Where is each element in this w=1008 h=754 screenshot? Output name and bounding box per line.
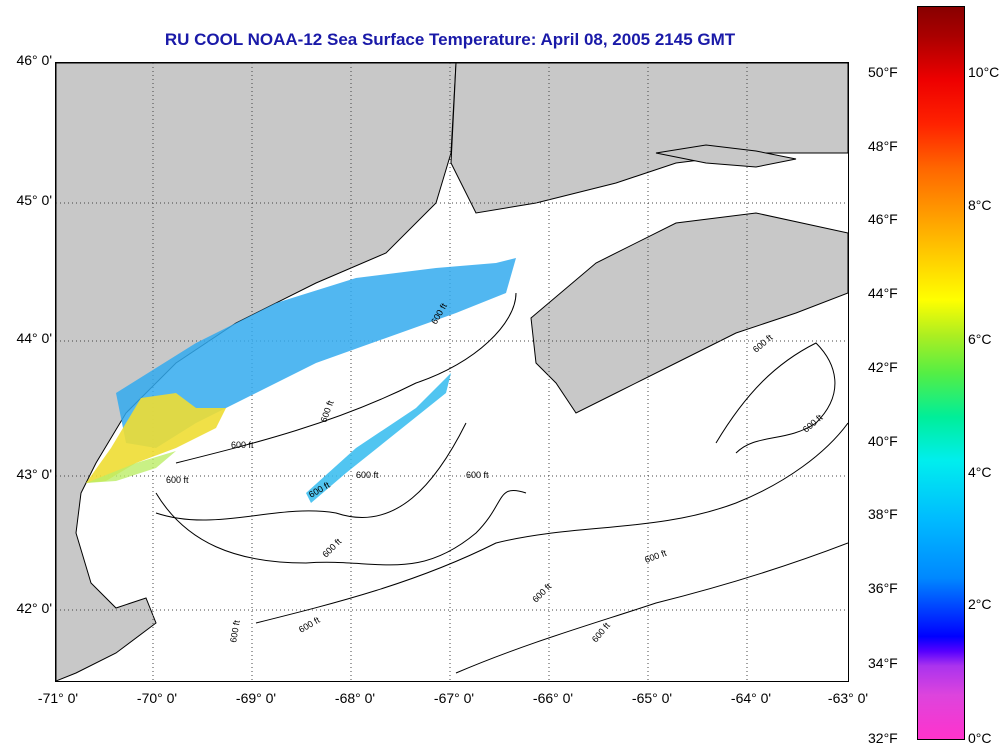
contour-label: 600 ft bbox=[166, 475, 189, 485]
contour-label: 600 ft bbox=[751, 332, 775, 354]
contour-label: 600 ft bbox=[231, 440, 254, 450]
lon-label: -66° 0' bbox=[532, 690, 574, 706]
contour-label: 600 ft bbox=[530, 581, 553, 604]
lat-label: 43° 0' bbox=[16, 466, 52, 482]
contour-label: 600 ft bbox=[643, 548, 668, 565]
temperature-colorbar bbox=[917, 6, 965, 740]
depth-contours bbox=[155, 292, 848, 674]
sst-warm-region bbox=[86, 393, 226, 483]
fahrenheit-label: 42°F bbox=[868, 359, 898, 375]
contour-label: 600 ft bbox=[466, 470, 489, 480]
contour-label: 600 ft bbox=[318, 399, 335, 424]
sst-warm-edge bbox=[86, 451, 176, 483]
land-island bbox=[655, 144, 797, 168]
sst-cold-band bbox=[116, 258, 516, 448]
contour-label: 600 ft bbox=[356, 470, 379, 480]
fahrenheit-label: 32°F bbox=[868, 730, 898, 746]
lon-label: -64° 0' bbox=[730, 690, 772, 706]
celsius-label: 10°C bbox=[968, 64, 1000, 80]
fahrenheit-label: 44°F bbox=[868, 285, 898, 301]
lon-label: -67° 0' bbox=[433, 690, 475, 706]
sst-map[interactable]: 600 ft 600 ft 600 ft 600 ft 600 ft 600 f… bbox=[56, 63, 848, 681]
lon-label: -68° 0' bbox=[334, 690, 376, 706]
sst-cold-strip bbox=[306, 373, 451, 503]
celsius-label: 2°C bbox=[968, 596, 992, 612]
celsius-label: 8°C bbox=[968, 197, 992, 213]
contour-label: 600 ft bbox=[228, 619, 242, 643]
lon-label: -69° 0' bbox=[235, 690, 277, 706]
lat-label: 44° 0' bbox=[16, 330, 52, 346]
fahrenheit-label: 48°F bbox=[868, 138, 898, 154]
fahrenheit-label: 40°F bbox=[868, 433, 898, 449]
lat-label: 45° 0' bbox=[16, 192, 52, 208]
lat-label: 46° 0' bbox=[16, 52, 52, 68]
lat-label: 42° 0' bbox=[16, 600, 52, 616]
fahrenheit-label: 36°F bbox=[868, 580, 898, 596]
fahrenheit-label: 46°F bbox=[868, 211, 898, 227]
map-panel[interactable]: 600 ft 600 ft 600 ft 600 ft 600 ft 600 f… bbox=[55, 62, 849, 682]
lon-label: -65° 0' bbox=[631, 690, 673, 706]
map-title: RU COOL NOAA-12 Sea Surface Temperature:… bbox=[164, 30, 736, 49]
contour-label: 600 ft bbox=[801, 412, 825, 434]
contour-label: 600 ft bbox=[297, 615, 322, 635]
celsius-label: 4°C bbox=[968, 464, 992, 480]
celsius-label: 6°C bbox=[968, 331, 992, 347]
lon-label: -71° 0' bbox=[37, 690, 79, 706]
land-new-brunswick bbox=[450, 63, 848, 214]
celsius-label: 0°C bbox=[968, 730, 992, 746]
lon-label: -70° 0' bbox=[136, 690, 178, 706]
land-nova-scotia bbox=[530, 212, 848, 414]
land-new-england bbox=[56, 63, 457, 681]
fahrenheit-label: 34°F bbox=[868, 655, 898, 671]
fahrenheit-label: 38°F bbox=[868, 506, 898, 522]
lon-label: -63° 0' bbox=[827, 690, 869, 706]
contour-label: 600 ft bbox=[320, 536, 343, 559]
fahrenheit-label: 50°F bbox=[868, 64, 898, 80]
